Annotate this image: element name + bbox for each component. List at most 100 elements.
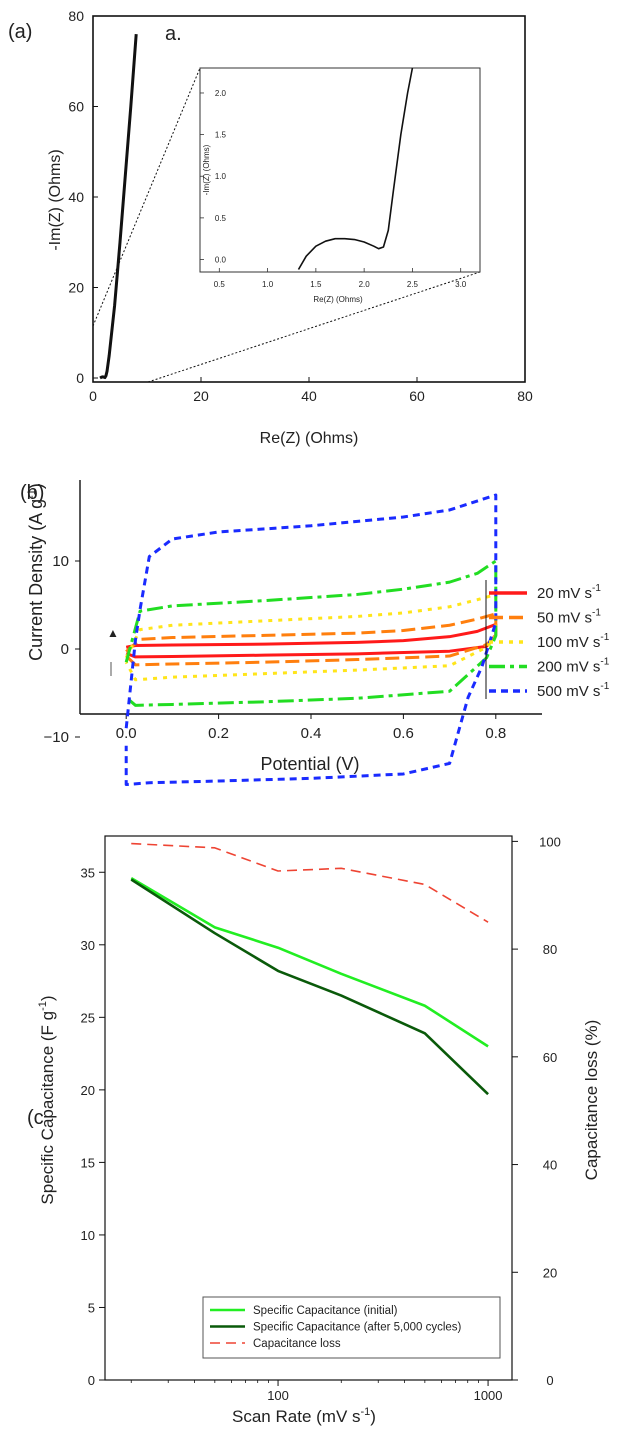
capacitance-series-1 (130, 878, 489, 1096)
y2-tick-label: 20 (543, 1265, 557, 1280)
panel-c-y2-axis-label: Capacitance loss (%) (582, 1020, 601, 1181)
inset-y-axis-label: -Im(Z) (Ohms) (202, 144, 211, 195)
legend-label: Specific Capacitance (initial) (253, 1305, 398, 1317)
legend-label: Capacitance loss (253, 1338, 341, 1350)
y-tick-label: 20 (68, 280, 84, 296)
inset-series (297, 67, 414, 270)
y2-tick-label: 40 (543, 1158, 557, 1173)
y-tick-label: 0 (88, 1373, 95, 1388)
panel-c-y-axis-label: Specific Capacitance (F g-1) (37, 995, 57, 1204)
cv-curve-500-mv (124, 493, 498, 787)
legend-label-sup: -1 (600, 632, 609, 643)
inset-x-tick-label: 1.0 (262, 280, 274, 289)
panel-b-label: (b) (20, 482, 44, 504)
y-tick-label: 0 (61, 641, 69, 658)
inset-y-tick-label: 2.0 (215, 89, 227, 98)
y-tick-label: 35 (81, 865, 95, 880)
legend-label-text: 20 mV s (537, 585, 592, 602)
legend-label: 200 mV s-1 (537, 657, 610, 676)
legend-label: 50 mV s-1 (537, 608, 601, 627)
panel-b-series (124, 493, 498, 787)
x-tick-label: 0.2 (208, 725, 229, 742)
y2-tick-label: 100 (539, 834, 561, 849)
panel-c-y-label-close: ) (38, 995, 57, 1001)
legend-label-sup: -1 (600, 657, 609, 668)
panel-c: 100 1000 0 5 10 15 20 25 30 35 0 20 40 60 80 100 Specif… (27, 834, 601, 1426)
inset-y-tick-label: 1.0 (215, 172, 227, 181)
y-tick-label: 0 (76, 370, 84, 386)
panel-c-series (130, 842, 489, 1096)
cv-curve-20-mv (125, 622, 498, 659)
x-tick-label: 40 (301, 388, 317, 404)
inset-x-tick-label: 2.5 (407, 280, 419, 289)
y-tick-label: 10 (81, 1228, 95, 1243)
panel-c-label: (c (27, 1107, 44, 1129)
panel-a: (a) a. 0 20 40 60 80 0 20 40 60 80 Re(Z) (Ohms) -… (8, 8, 533, 447)
panel-a-label: (a) (8, 21, 32, 43)
y-tick-label: 10 (52, 553, 69, 570)
y-tick-label: 25 (81, 1010, 95, 1025)
panel-c-x-label-close: ) (370, 1407, 376, 1426)
y2-tick-label: 80 (543, 942, 557, 957)
cv-curve-100-mv (124, 592, 498, 682)
legend-label-sup: -1 (592, 608, 601, 619)
legend-label: 20 mV s-1 (537, 583, 601, 602)
inset-x-axis-label: Re(Z) (Ohms) (313, 295, 363, 304)
x-tick-label: 80 (517, 388, 533, 404)
panel-c-x-label-sup: -1 (361, 1406, 371, 1418)
x-tick-label: 1000 (474, 1388, 503, 1403)
legend-label-sup: -1 (600, 681, 609, 692)
y-tick-label: 20 (81, 1083, 95, 1098)
x-tick-label: 0.4 (301, 725, 322, 742)
inset-nyquist-curve (297, 67, 414, 270)
y-tick-label: 5 (88, 1300, 95, 1315)
panel-c-ticks: 100 1000 0 5 10 15 20 25 30 35 0 20 40 60 80 100 (81, 834, 561, 1403)
panel-a-x-axis-label: Re(Z) (Ohms) (260, 430, 359, 447)
legend-label: Specific Capacitance (after 5,000 cycles… (253, 1322, 462, 1334)
x-tick-label: 0.0 (116, 725, 137, 742)
panel-b-y-label-main: Current Density (A g (26, 499, 46, 661)
panel-a-y-axis-label: -Im(Z) (Ohms) (47, 149, 64, 250)
legend-label-text: 50 mV s (537, 610, 592, 627)
inset-x-tick-label: 3.0 (455, 280, 467, 289)
panel-b-ticks: 0.0 0.2 0.4 0.6 0.8 −10 0 10 (44, 553, 507, 746)
panel-c-legend: Specific Capacitance (initial) Specific C… (202, 1296, 501, 1359)
y-tick-label: 80 (68, 8, 84, 24)
panel-a-series (99, 33, 138, 380)
inset-x-tick-label: 2.0 (359, 280, 371, 289)
panel-c-legend-box (202, 1296, 501, 1359)
x-tick-label: 60 (409, 388, 425, 404)
panel-c-x-label-main: Scan Rate (mV s (232, 1407, 361, 1426)
inset-ticks: 0.5 1.0 1.5 2.0 2.5 3.0 0.0 0.5 1.0 1.5 2.0 (200, 89, 467, 289)
nyquist-curve (99, 33, 138, 380)
y-tick-label: 15 (81, 1155, 95, 1170)
panel-c-y-label-sup: -1 (37, 1001, 49, 1011)
legend-label-text: 200 mV s (537, 659, 600, 676)
inset-y-tick-label: 0.0 (215, 256, 227, 265)
y-tick-label: 40 (68, 189, 84, 205)
inset-y-tick-label: 0.5 (215, 214, 227, 223)
panel-b-y-label-close: ) (26, 483, 46, 489)
capacitance-series-0 (130, 876, 489, 1048)
x-tick-label: 0.6 (393, 725, 414, 742)
capacitance-series-2 (131, 842, 489, 923)
cv-curve-50-mv (125, 612, 498, 667)
y2-tick-label: 0 (546, 1373, 553, 1388)
x-tick-label: 100 (267, 1388, 289, 1403)
x-tick-label: 20 (193, 388, 209, 404)
panel-c-legend-items: Specific Capacitance (initial) Specific C… (210, 1305, 462, 1350)
legend-label-text: 100 mV s (537, 634, 600, 651)
panel-c-y-label-main: Specific Capacitance (F g (38, 1011, 57, 1205)
y-tick-label: −10 (44, 729, 69, 746)
panel-a-inset-marker: a. (165, 23, 182, 45)
x-tick-label: 0.8 (485, 725, 506, 742)
legend-label: 500 mV s-1 (537, 681, 610, 700)
panel-c-plot-frame (104, 835, 513, 1381)
inset-x-tick-label: 1.5 (310, 280, 322, 289)
panel-b-x-axis-label: Potential (V) (260, 754, 359, 774)
panel-b-y-axis-label: Current Density (A g-1) (26, 483, 46, 661)
inset-y-tick-label: 1.5 (215, 131, 227, 140)
